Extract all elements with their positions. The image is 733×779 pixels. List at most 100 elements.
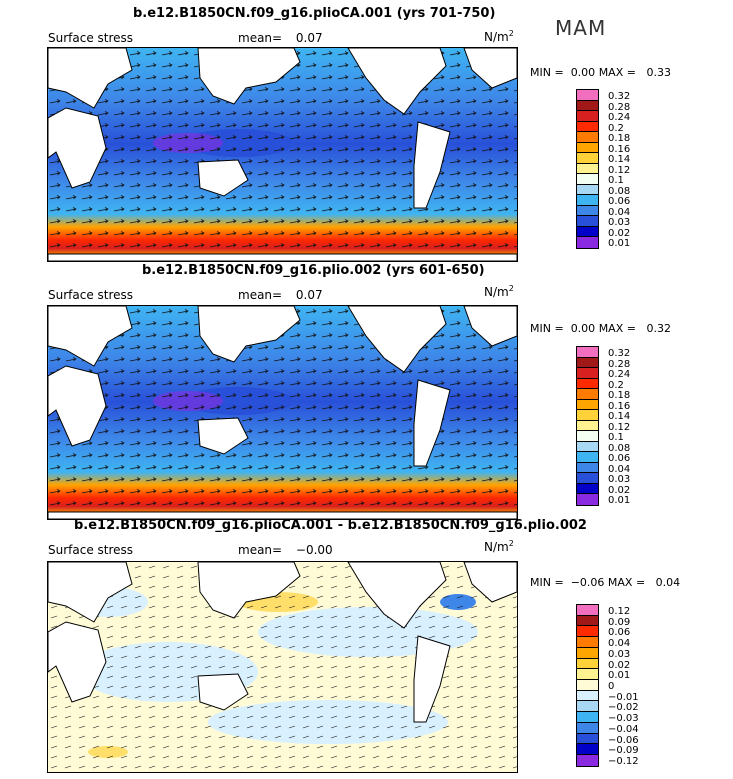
panel-3-mean-value: −0.00 <box>295 543 333 557</box>
colorbar-tick-label: 0.04 <box>608 206 631 218</box>
colorbar-tick-label: 0.09 <box>608 616 631 628</box>
panel-3-field-label: Surface stress <box>48 543 134 557</box>
colorbar-swatch <box>577 637 598 648</box>
colorbar-tick-label: −0.03 <box>608 713 639 725</box>
panel-1-units: N/m2 <box>484 29 514 44</box>
colorbar-swatch <box>577 626 598 638</box>
colorbar-tick-label: 0.04 <box>608 463 631 475</box>
panel-3-map <box>47 561 518 773</box>
panel-2-max-value: 0.32 <box>646 322 671 335</box>
panel-1-units-base: N/m <box>484 30 509 44</box>
panel-2-max-label: MAX = <box>598 322 636 335</box>
colorbar-swatch <box>577 452 598 463</box>
colorbar-swatch <box>577 142 598 154</box>
colorbar-swatch <box>577 163 598 175</box>
panel-2-field-label: Surface stress <box>48 288 134 302</box>
panel-1-colorbar <box>576 89 599 249</box>
panel-3-mean: mean= −0.00 <box>238 543 333 557</box>
panel-2-mean-value: 0.07 <box>295 288 323 302</box>
colorbar-tick-label: 0.2 <box>608 379 624 391</box>
panel-3-wind-vectors <box>48 562 517 772</box>
colorbar-tick-label: 0.08 <box>608 185 631 197</box>
panel-2-wind-vectors <box>48 306 517 519</box>
colorbar-tick-label: 0.12 <box>608 421 631 433</box>
panel-3-minmax: MIN = −0.06 MAX = 0.04 <box>530 576 680 589</box>
panel-2-minmax: MIN = 0.00 MAX = 0.32 <box>530 322 671 335</box>
panel-3-units-exp: 2 <box>508 539 514 548</box>
colorbar-swatch <box>577 368 598 379</box>
colorbar-tick-label: 0.24 <box>608 112 631 124</box>
colorbar-swatch <box>577 100 598 112</box>
colorbar-tick-label: 0.28 <box>608 101 631 113</box>
colorbar-tick-label: 0.32 <box>608 348 631 359</box>
colorbar-swatch <box>577 701 598 713</box>
colorbar-swatch <box>577 389 598 400</box>
colorbar-swatch <box>577 90 598 101</box>
panel-2-mean-label: mean= <box>238 288 283 302</box>
colorbar-tick-label: 0.06 <box>608 196 631 208</box>
colorbar-tick-label: 0.02 <box>608 227 631 239</box>
colorbar-swatch <box>577 658 598 670</box>
colorbar-tick-label: 0.08 <box>608 442 631 454</box>
panel-2-units: N/m2 <box>484 284 514 299</box>
colorbar-swatch <box>577 205 598 217</box>
colorbar-tick-label: 0.01 <box>608 238 631 250</box>
colorbar-swatch <box>577 605 598 616</box>
colorbar-tick-label: −0.09 <box>608 745 639 757</box>
colorbar-tick-label: 0.1 <box>608 175 624 187</box>
colorbar-tick-label: 0.16 <box>608 143 631 155</box>
colorbar-swatch <box>577 712 598 723</box>
panel-1-units-exp: 2 <box>508 29 514 38</box>
colorbar-swatch <box>577 420 598 432</box>
colorbar-swatch <box>577 237 598 248</box>
panel-1-min-value: 0.00 <box>570 66 596 79</box>
colorbar-swatch <box>577 744 598 756</box>
colorbar-swatch <box>577 473 598 484</box>
season-label: MAM <box>555 16 607 40</box>
colorbar-swatch <box>577 431 598 442</box>
colorbar-tick-label: 0.16 <box>608 400 631 412</box>
colorbar-swatch <box>577 378 598 390</box>
panel-1-max-label: MAX = <box>598 66 636 79</box>
colorbar-swatch <box>577 357 598 369</box>
colorbar-tick-label: −0.12 <box>608 756 639 768</box>
panel-3-units: N/m2 <box>484 539 514 554</box>
colorbar-swatch <box>577 174 598 185</box>
panel-2-units-base: N/m <box>484 285 509 299</box>
colorbar-tick-label: 0.14 <box>608 411 631 423</box>
panel-1-colorbar-ticks: 0.32 0.28 0.24 0.2 0.18 0.16 0.14 0.12 0.1 0.08 0.… <box>608 92 648 250</box>
colorbar-tick-label: 0.28 <box>608 358 631 370</box>
colorbar-swatch <box>577 195 598 206</box>
panel-2-mean: mean= 0.07 <box>238 288 323 302</box>
colorbar-swatch <box>577 132 598 143</box>
colorbar-tick-label: 0.1 <box>608 432 624 444</box>
colorbar-tick-label: 0.02 <box>608 484 631 496</box>
panel-3-min-label: MIN = <box>530 576 564 589</box>
colorbar-tick-label: 0.2 <box>608 122 624 134</box>
colorbar-tick-label: 0.18 <box>608 390 631 402</box>
panel-1-mean-value: 0.07 <box>295 31 323 45</box>
panel-3-min-value: −0.06 <box>570 576 605 589</box>
colorbar-tick-label: −0.06 <box>608 734 639 746</box>
panel-1-minmax: MIN = 0.00 MAX = 0.33 <box>530 66 671 79</box>
panel-3-max-label: MAX = <box>607 576 646 589</box>
panel-3-map-svg <box>48 562 517 772</box>
colorbar-swatch <box>577 483 598 495</box>
colorbar-tick-label: 0.14 <box>608 154 631 166</box>
colorbar-swatch <box>577 216 598 227</box>
panel-2-colorbar-ticks: 0.32 0.28 0.24 0.2 0.18 0.16 0.14 0.12 0.1 0.08 0.… <box>608 349 648 507</box>
colorbar-swatch <box>577 647 598 659</box>
colorbar-tick-label: 0.12 <box>608 606 631 617</box>
colorbar-tick-label: −0.02 <box>608 702 639 714</box>
colorbar-tick-label: 0.06 <box>608 627 631 639</box>
panel-3-title: b.e12.B1850CN.f09_g16.plioCA.001 - b.e12… <box>74 518 587 533</box>
panel-3-max-value: 0.04 <box>655 576 681 589</box>
colorbar-swatch <box>577 615 598 627</box>
panel-3-units-base: N/m <box>484 540 509 554</box>
colorbar-swatch <box>577 399 598 411</box>
colorbar-tick-label: 0.24 <box>608 369 631 381</box>
panel-3-mean-label: mean= <box>238 543 283 557</box>
panel-1-title: b.e12.B1850CN.f09_g16.plioCA.001 (yrs 70… <box>133 6 496 21</box>
colorbar-swatch <box>577 722 598 734</box>
panel-1-continents <box>48 48 517 261</box>
